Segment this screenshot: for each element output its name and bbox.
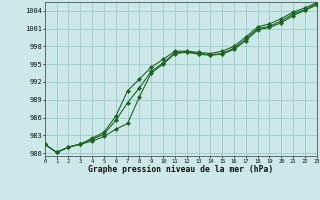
- X-axis label: Graphe pression niveau de la mer (hPa): Graphe pression niveau de la mer (hPa): [88, 165, 273, 174]
